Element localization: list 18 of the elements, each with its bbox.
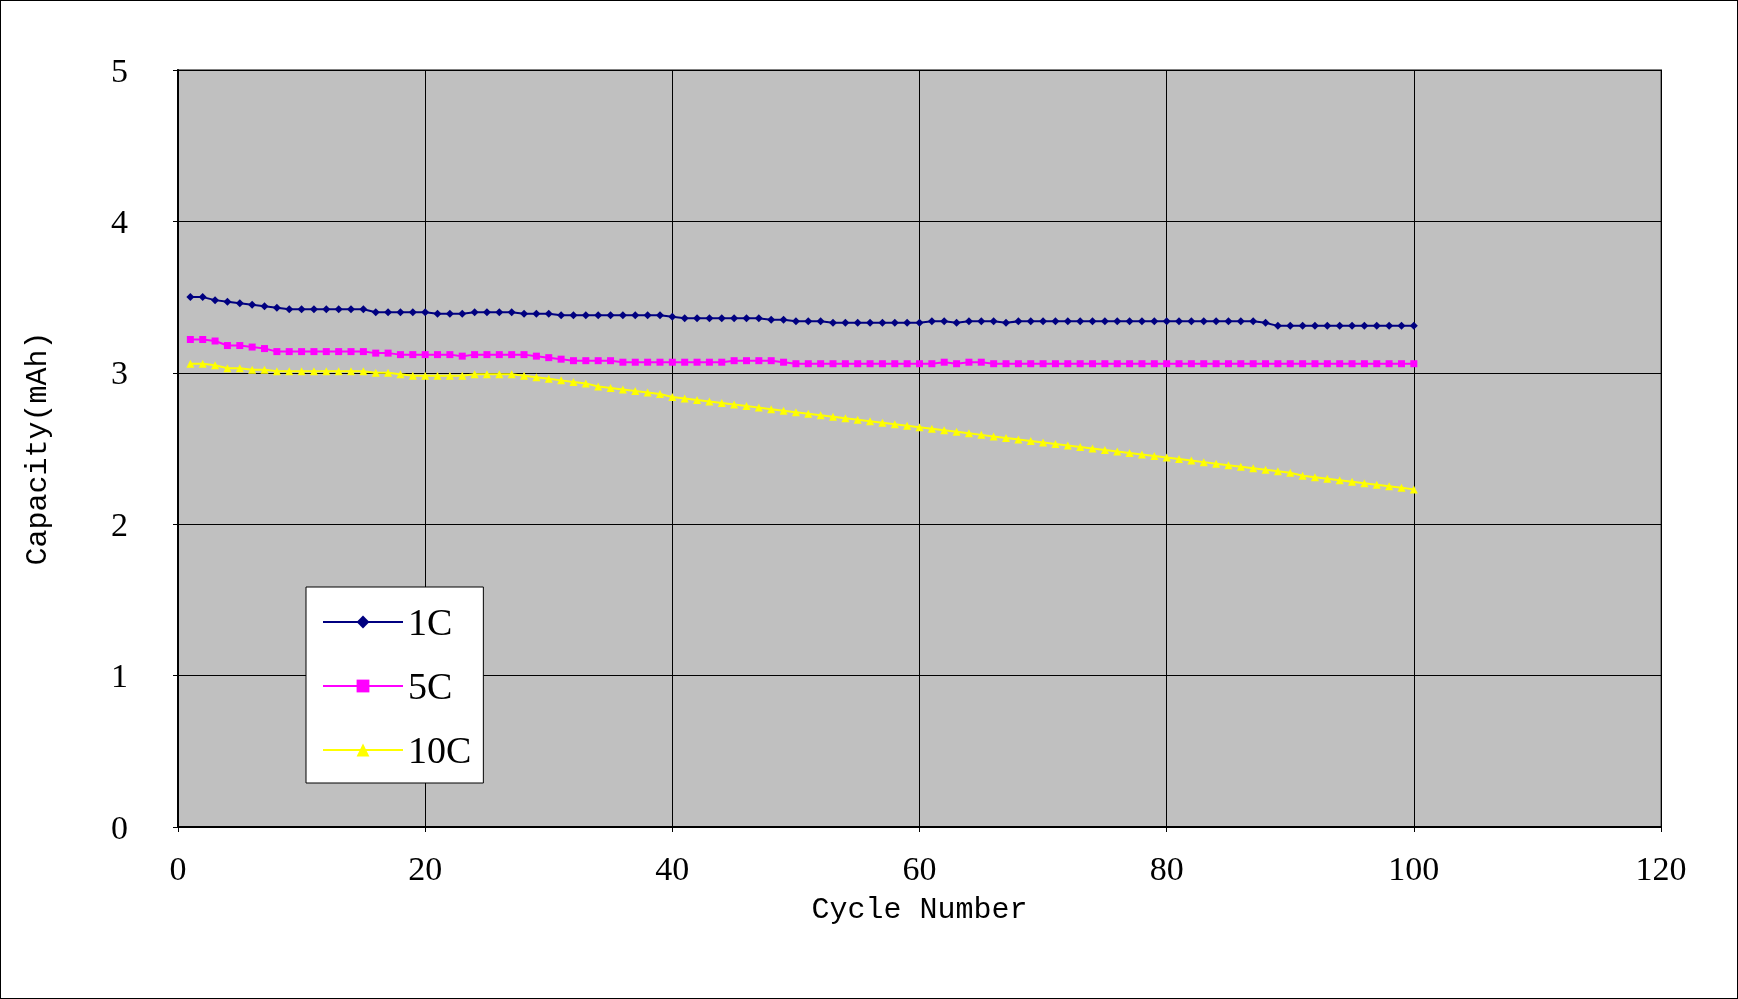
y-tick-label: 1 [111, 657, 128, 695]
x-axis-title: Cycle Number [811, 893, 1028, 927]
legend-label: 5C [408, 665, 453, 707]
x-tick-label: 120 [1635, 849, 1687, 887]
x-tick-label: 100 [1388, 849, 1440, 887]
legend-label: 10C [408, 729, 472, 771]
x-tick-label: 60 [902, 849, 937, 887]
y-tick-label: 4 [111, 202, 128, 240]
x-tick-label: 40 [655, 849, 690, 887]
x-tick-label: 0 [169, 849, 187, 887]
x-tick-label: 80 [1149, 849, 1184, 887]
y-tick-label: 2 [111, 505, 128, 543]
y-tick-label: 0 [111, 808, 128, 846]
y-tick-label: 5 [111, 51, 128, 89]
y-axis-title: Capacity(mAh) [21, 331, 55, 566]
y-tick-label: 3 [111, 354, 128, 392]
legend-label: 1C [408, 601, 453, 643]
x-tick-label: 20 [408, 849, 443, 887]
